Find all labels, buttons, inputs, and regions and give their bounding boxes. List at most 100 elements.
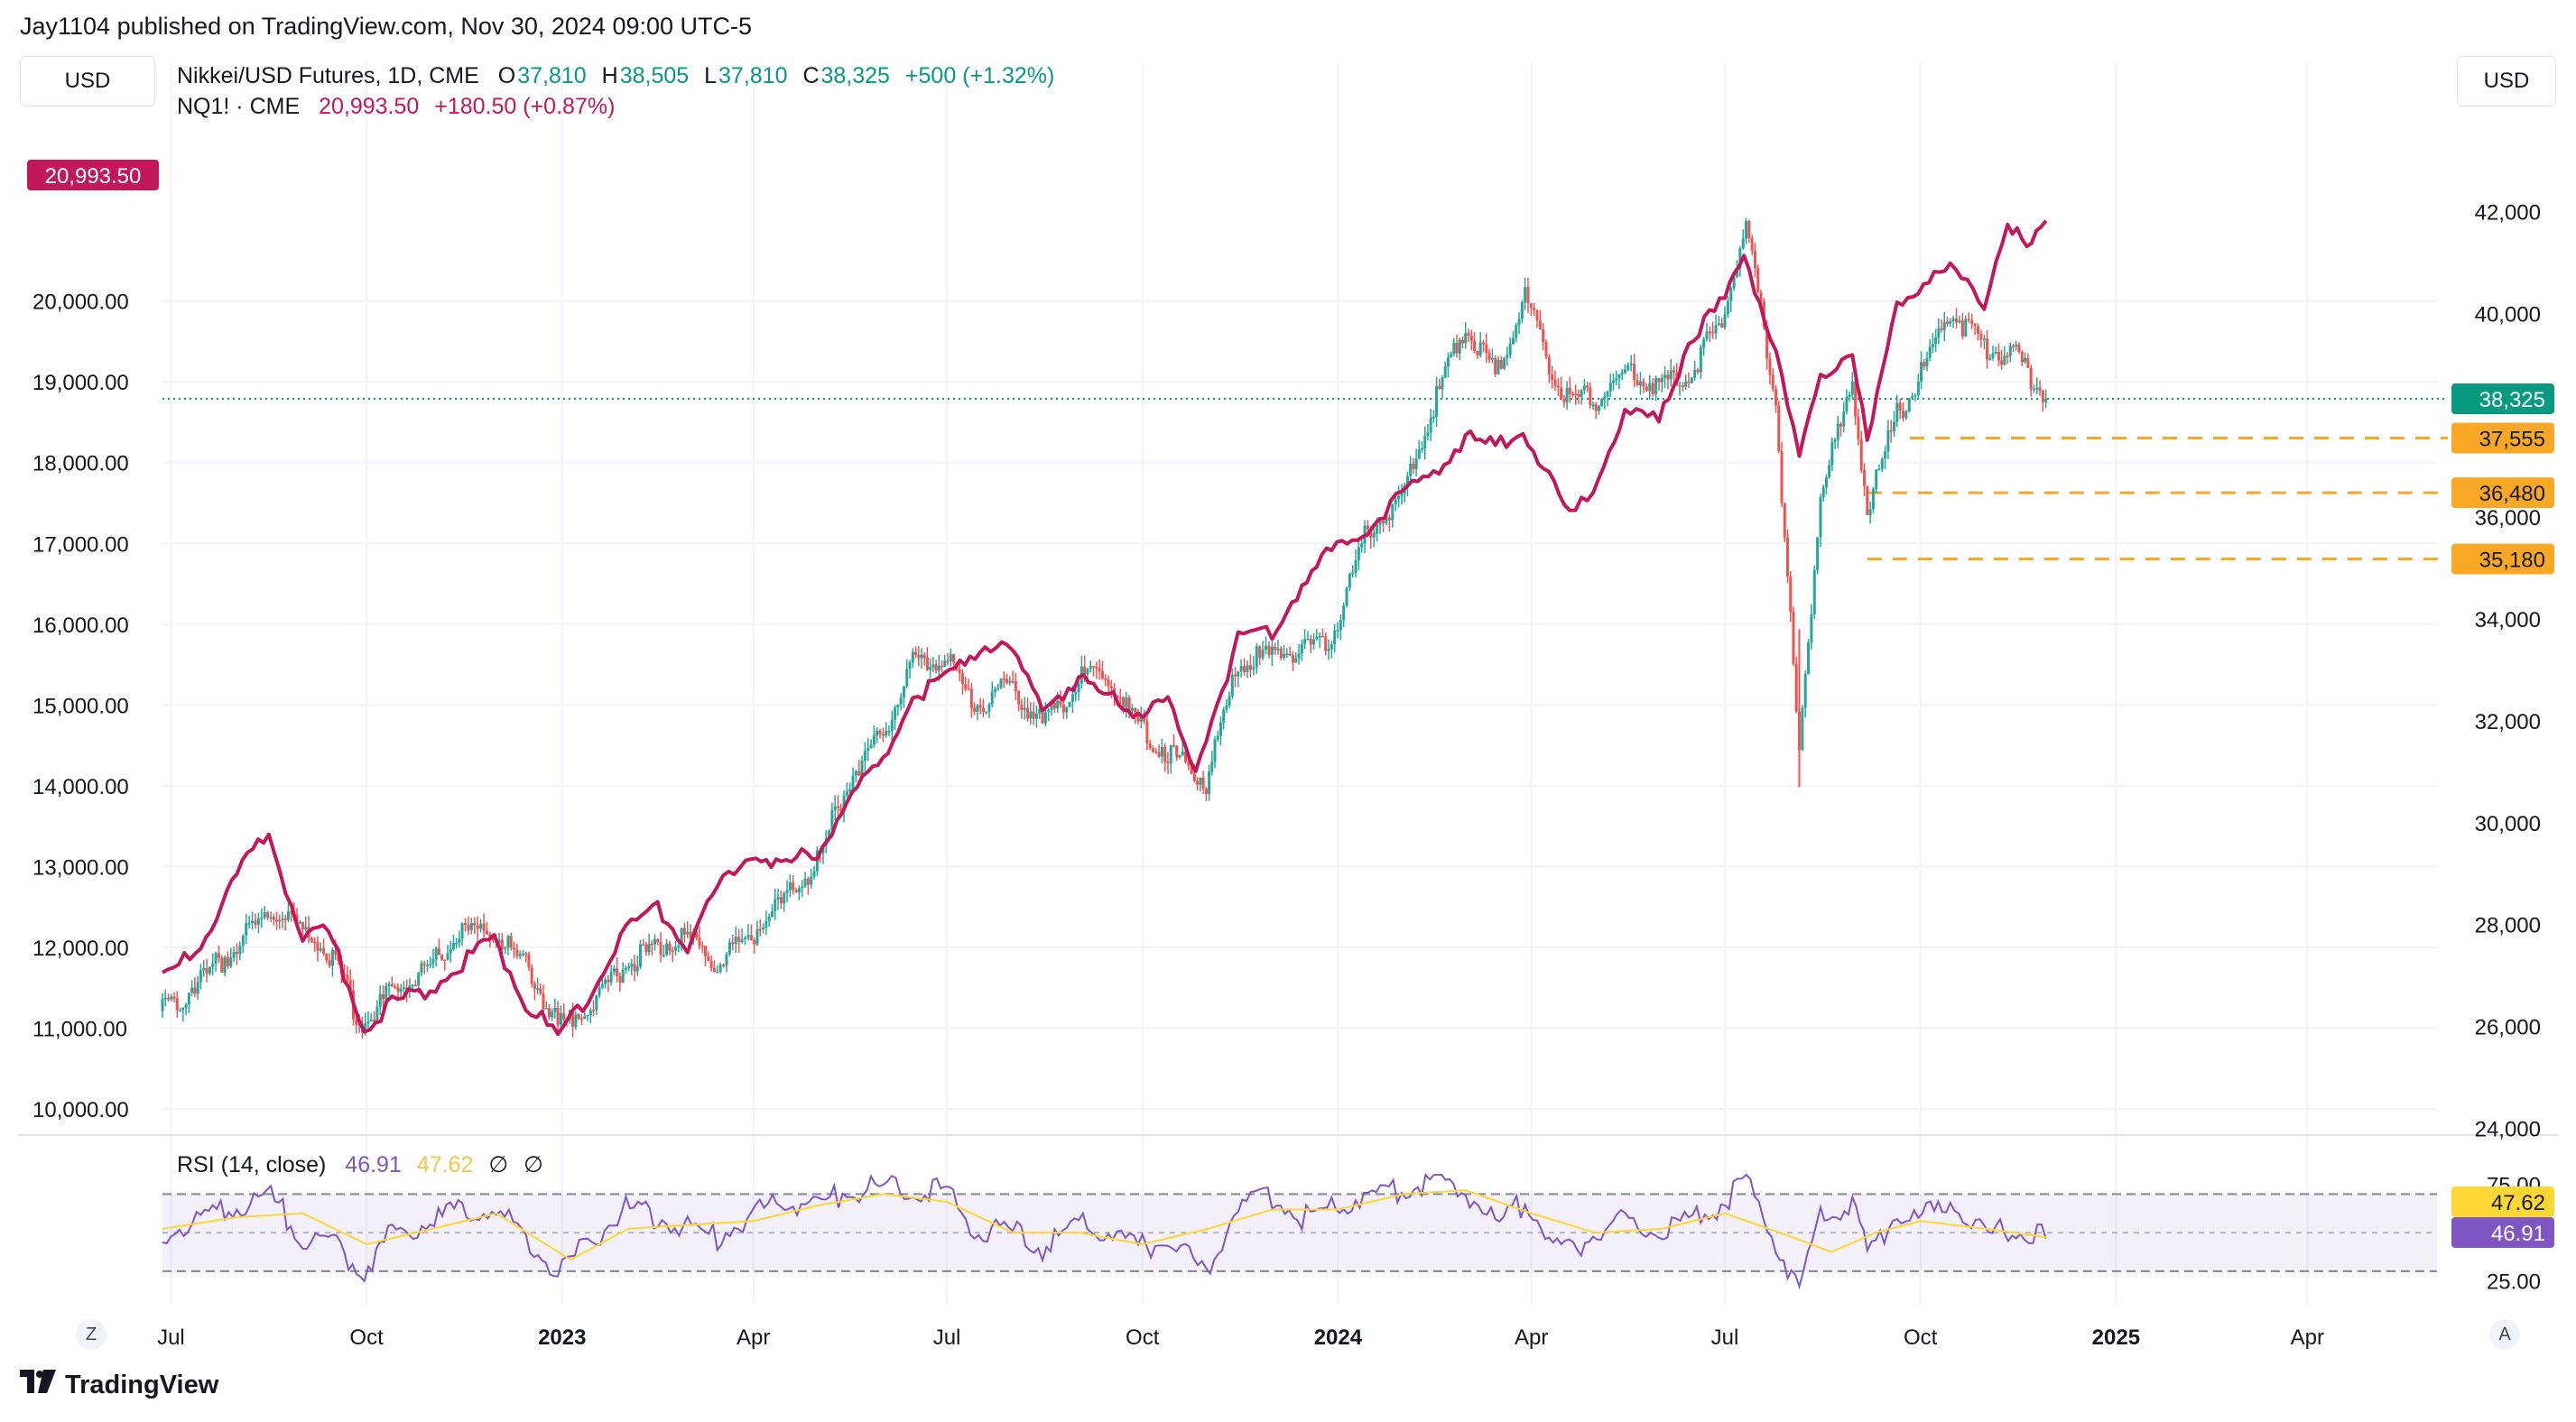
candle-body bbox=[830, 809, 834, 831]
legend-rsi-ma-value: 47.62 bbox=[416, 1152, 474, 1177]
left-tick-label: 18,000.00 bbox=[32, 452, 129, 476]
legend-rsi-extra-1: ∅ bbox=[488, 1152, 509, 1177]
candle-body bbox=[712, 967, 716, 973]
candle-body bbox=[2006, 356, 2009, 357]
candle-body bbox=[1222, 709, 1226, 723]
candle-body bbox=[1633, 364, 1636, 381]
rsi-ma-badge: 47.62 bbox=[2491, 1191, 2545, 1215]
candle-body bbox=[774, 899, 777, 911]
candle-body bbox=[1854, 381, 1858, 417]
candle-body bbox=[290, 911, 293, 913]
candle-body bbox=[1458, 339, 1461, 354]
candle-body bbox=[1487, 352, 1491, 360]
candle-body bbox=[524, 953, 528, 956]
candle-body bbox=[1591, 404, 1595, 406]
candle-body bbox=[238, 946, 242, 955]
candle-body bbox=[1617, 374, 1621, 379]
candle-body bbox=[1934, 337, 1938, 345]
candle-body bbox=[2032, 388, 2035, 391]
candle-body bbox=[1807, 642, 1811, 674]
candle-body bbox=[1600, 399, 1604, 407]
x-tick-label: Oct bbox=[1126, 1325, 1160, 1350]
candle-body bbox=[1594, 404, 1598, 411]
candle-body bbox=[1928, 346, 1932, 358]
zoom-z-button[interactable]: Z bbox=[76, 1319, 107, 1350]
currency-button-right[interactable]: USD bbox=[2457, 56, 2556, 106]
candle-body bbox=[716, 971, 719, 974]
candle-body bbox=[1421, 448, 1424, 450]
candle-body bbox=[737, 937, 741, 942]
candle-body bbox=[556, 1007, 560, 1025]
candle-body bbox=[1201, 777, 1205, 789]
candle-body bbox=[1139, 716, 1143, 722]
candle-body bbox=[740, 939, 744, 942]
candle-body bbox=[1925, 357, 1929, 367]
candle-body bbox=[1979, 333, 1983, 340]
legend-rsi[interactable]: RSI (14, close) 46.91 47.62 ∅ ∅ bbox=[177, 1151, 545, 1178]
candle-body bbox=[1911, 396, 1914, 399]
candle-body bbox=[592, 1010, 596, 1011]
left-tick-label: 12,000.00 bbox=[32, 937, 129, 961]
candle-body bbox=[1315, 636, 1319, 640]
candle-body bbox=[1381, 521, 1385, 524]
candle-body bbox=[1923, 362, 1926, 367]
candle-body bbox=[1606, 391, 1609, 397]
candle-body bbox=[1560, 387, 1563, 400]
right-tick-label: 28,000 bbox=[2475, 914, 2541, 938]
candle-body bbox=[175, 998, 179, 1011]
legend-nikkei[interactable]: Nikkei/USD Futures, 1D, CME O37,810 H38,… bbox=[177, 63, 1056, 89]
candle-body bbox=[553, 1007, 557, 1012]
candle-body bbox=[1904, 411, 1908, 419]
candle-body bbox=[1243, 666, 1246, 673]
candle-body bbox=[1143, 716, 1146, 722]
candle-body bbox=[976, 705, 979, 712]
candle-body bbox=[2003, 356, 2006, 365]
candle-body bbox=[1291, 654, 1294, 663]
candle-body bbox=[1464, 333, 1468, 344]
candle-body bbox=[731, 942, 735, 945]
candle-body bbox=[1603, 396, 1607, 400]
left-tick-label: 15,000.00 bbox=[32, 694, 129, 718]
legend-nq[interactable]: NQ1! · CME 20,993.50 +180.50 (+0.87%) bbox=[177, 94, 616, 120]
candle-body bbox=[251, 920, 255, 923]
candle-body bbox=[1274, 646, 1277, 651]
candle-body bbox=[1002, 679, 1005, 680]
candle-body bbox=[671, 950, 674, 953]
candle-body bbox=[1297, 653, 1301, 659]
candle-body bbox=[1157, 752, 1161, 757]
candle-body bbox=[366, 1021, 370, 1024]
candle-body bbox=[598, 987, 601, 996]
candle-body bbox=[960, 673, 964, 685]
candle-body bbox=[1768, 358, 1772, 375]
candle-body bbox=[1958, 320, 1961, 323]
candle-body bbox=[1181, 751, 1184, 756]
candle-body bbox=[449, 949, 452, 954]
right-tick-label: 26,000 bbox=[2475, 1016, 2541, 1040]
candle-body bbox=[1104, 678, 1107, 680]
candle-body bbox=[783, 892, 786, 904]
auto-scale-button[interactable]: A bbox=[2489, 1319, 2520, 1350]
candle-body bbox=[1216, 735, 1219, 740]
candle-body bbox=[513, 947, 516, 950]
candle-body bbox=[1663, 374, 1667, 378]
candle-body bbox=[1023, 707, 1026, 710]
candle-body bbox=[1011, 680, 1015, 683]
candle-body bbox=[1720, 323, 1724, 328]
candle-body bbox=[256, 918, 260, 925]
candle-body bbox=[1687, 381, 1691, 383]
candle-body bbox=[2000, 360, 2004, 365]
left-tick-label: 10,000.00 bbox=[32, 1098, 129, 1122]
candle-body bbox=[1306, 638, 1310, 641]
tradingview-brand[interactable]: TradingView bbox=[20, 1370, 218, 1400]
candle-body bbox=[1880, 458, 1884, 469]
candle-body bbox=[1043, 712, 1047, 724]
candle-body bbox=[920, 654, 923, 659]
candle-body bbox=[686, 931, 690, 935]
currency-button-left[interactable]: USD bbox=[20, 56, 155, 106]
candle-body bbox=[621, 969, 625, 983]
candle-body bbox=[1118, 697, 1122, 699]
candle-body bbox=[899, 697, 903, 705]
candle-body bbox=[518, 954, 522, 956]
candle-body bbox=[1294, 658, 1298, 663]
